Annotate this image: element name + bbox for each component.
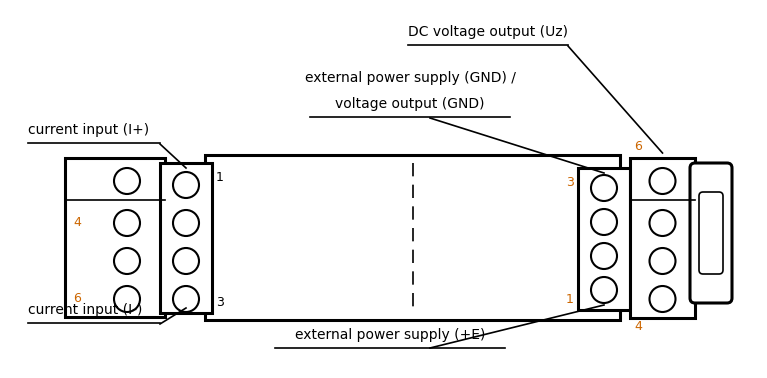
FancyBboxPatch shape <box>690 163 732 303</box>
Text: 3: 3 <box>216 296 224 309</box>
Circle shape <box>591 243 617 269</box>
Circle shape <box>173 286 199 312</box>
Text: current input (I-): current input (I-) <box>28 303 143 317</box>
Text: 6: 6 <box>73 293 81 305</box>
Text: current input (I+): current input (I+) <box>28 123 149 137</box>
Circle shape <box>114 168 140 194</box>
FancyBboxPatch shape <box>699 192 723 274</box>
Text: 4: 4 <box>73 217 81 229</box>
Text: 3: 3 <box>566 176 574 189</box>
Text: DC voltage output (Uz): DC voltage output (Uz) <box>408 25 568 39</box>
Circle shape <box>591 175 617 201</box>
Text: 1: 1 <box>216 171 224 184</box>
Text: external power supply (+E): external power supply (+E) <box>295 328 486 342</box>
Bar <box>65 158 165 317</box>
Circle shape <box>650 248 676 274</box>
Circle shape <box>650 210 676 236</box>
Text: 1: 1 <box>566 293 574 306</box>
Circle shape <box>650 286 676 312</box>
Circle shape <box>650 168 676 194</box>
Bar <box>630 158 695 318</box>
Circle shape <box>173 210 199 236</box>
Circle shape <box>173 172 199 198</box>
Circle shape <box>173 248 199 274</box>
Bar <box>205 155 620 320</box>
Circle shape <box>114 210 140 236</box>
Text: external power supply (GND) /: external power supply (GND) / <box>304 71 515 85</box>
Text: voltage output (GND): voltage output (GND) <box>335 97 485 111</box>
Circle shape <box>114 286 140 312</box>
Circle shape <box>591 209 617 235</box>
Circle shape <box>591 277 617 303</box>
Text: 6: 6 <box>634 140 642 153</box>
Bar <box>160 163 212 313</box>
Bar <box>578 168 630 310</box>
Circle shape <box>114 248 140 274</box>
Text: 4: 4 <box>634 320 642 333</box>
